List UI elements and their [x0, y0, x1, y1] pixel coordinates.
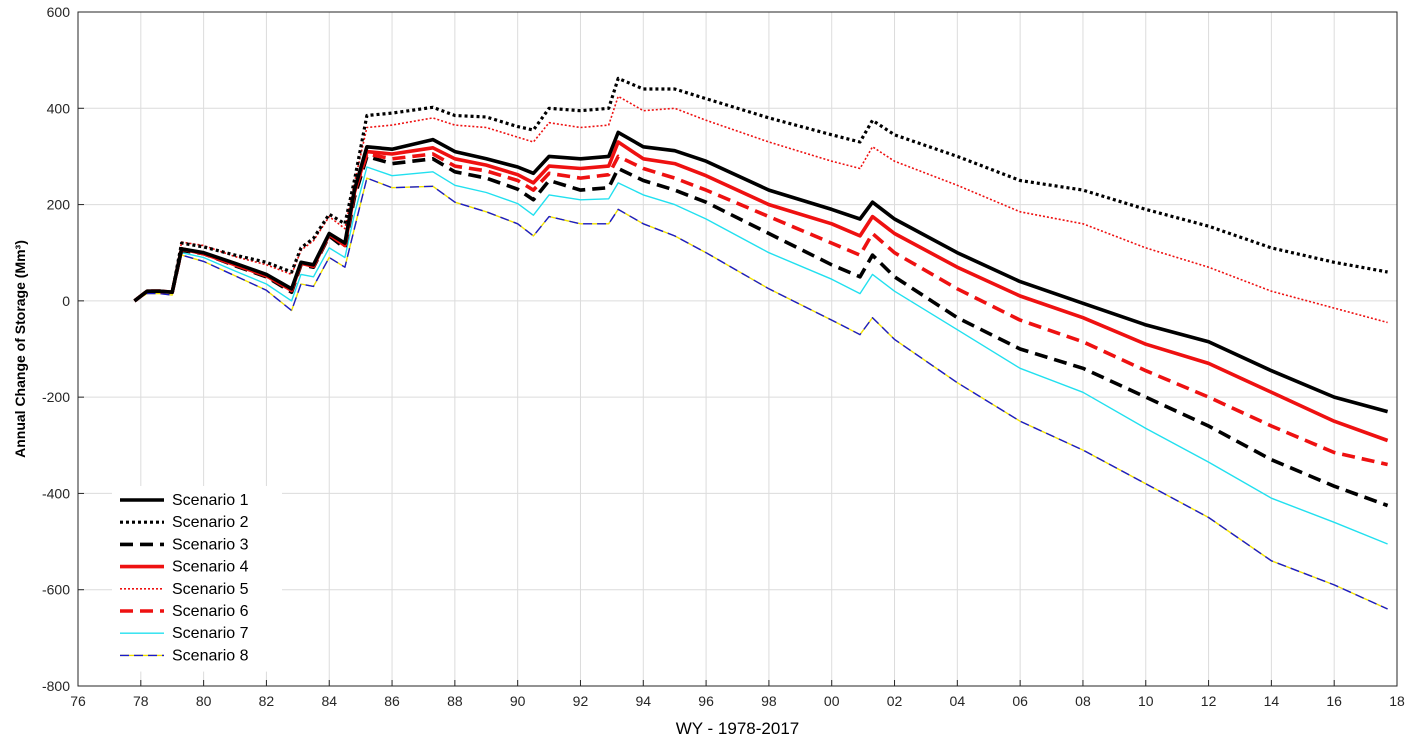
x-tick-label: 84	[321, 693, 337, 709]
x-axis-title: WY - 1978-2017	[676, 719, 799, 738]
legend-entry: Scenario 1	[120, 492, 249, 509]
plot-frame	[77, 11, 1398, 687]
series-layer	[133, 76, 1389, 610]
y-tick-label: -200	[42, 389, 70, 405]
x-tick-label: 80	[196, 693, 212, 709]
series-line-8	[134, 177, 1388, 610]
legend-entry: Scenario 5	[120, 581, 249, 598]
legend-entry: Scenario 3	[120, 536, 249, 553]
x-tick-label: 10	[1138, 693, 1154, 709]
y-tick-label: 400	[47, 100, 71, 116]
legend-label: Scenario 3	[172, 536, 249, 553]
legend-entry: Scenario 8	[120, 647, 249, 664]
x-tick-label: 76	[70, 693, 86, 709]
x-tick-label: 88	[447, 693, 463, 709]
x-tick-label: 82	[259, 693, 275, 709]
y-tick-label: -800	[42, 678, 70, 694]
x-axis: 76 78 80 82 84 86 88 90 92 94 96 98 00 02 04 06 08 10 12 14…	[70, 680, 1405, 709]
x-tick-label: 98	[761, 693, 777, 709]
legend-label: Scenario 8	[172, 647, 249, 664]
legend-entry: Scenario 6	[120, 603, 249, 620]
x-tick-label: 00	[824, 693, 840, 709]
legend-label: Scenario 7	[172, 625, 249, 642]
series-line-5	[134, 95, 1388, 324]
x-tick-label: 92	[573, 693, 589, 709]
legend-label: Scenario 5	[172, 581, 249, 598]
x-tick-label: 94	[635, 693, 651, 709]
x-tick-label: 04	[950, 693, 966, 709]
legend-label: Scenario 4	[172, 559, 249, 576]
legend: Scenario 1 Scenario 2 Scenario 3 Scenario 4…	[112, 486, 282, 672]
legend-label: Scenario 2	[172, 514, 249, 531]
x-tick-label: 06	[1012, 693, 1028, 709]
x-tick-label: 86	[384, 693, 400, 709]
y-axis: 600 400 200 0 -200 -400 -600 -800	[42, 4, 84, 694]
legend-entry: Scenario 7	[120, 625, 249, 642]
y-tick-label: 200	[47, 197, 71, 213]
x-tick-label: 96	[698, 693, 714, 709]
x-tick-label: 18	[1389, 693, 1405, 709]
y-tick-label: -400	[42, 485, 70, 501]
y-tick-label: 0	[62, 293, 70, 309]
y-axis-title: Annual Change of Storage (Mm³)	[12, 240, 28, 458]
x-tick-label: 90	[510, 693, 526, 709]
x-tick-label: 78	[133, 693, 149, 709]
legend-label: Scenario 1	[172, 492, 249, 509]
legend-entry: Scenario 4	[120, 559, 249, 576]
plot-area	[78, 12, 1397, 686]
y-tick-label: 600	[47, 4, 71, 20]
legend-box	[112, 486, 282, 672]
x-tick-label: 08	[1075, 693, 1091, 709]
x-tick-label: 02	[887, 693, 903, 709]
series-line-7	[134, 166, 1388, 545]
x-tick-label: 16	[1326, 693, 1342, 709]
y-tick-label: -600	[42, 582, 70, 598]
x-tick-label: 12	[1201, 693, 1217, 709]
legend-label: Scenario 6	[172, 603, 249, 620]
legend-entry: Scenario 2	[120, 514, 249, 531]
series-line-1	[133, 130, 1389, 414]
x-tick-label: 14	[1264, 693, 1280, 709]
